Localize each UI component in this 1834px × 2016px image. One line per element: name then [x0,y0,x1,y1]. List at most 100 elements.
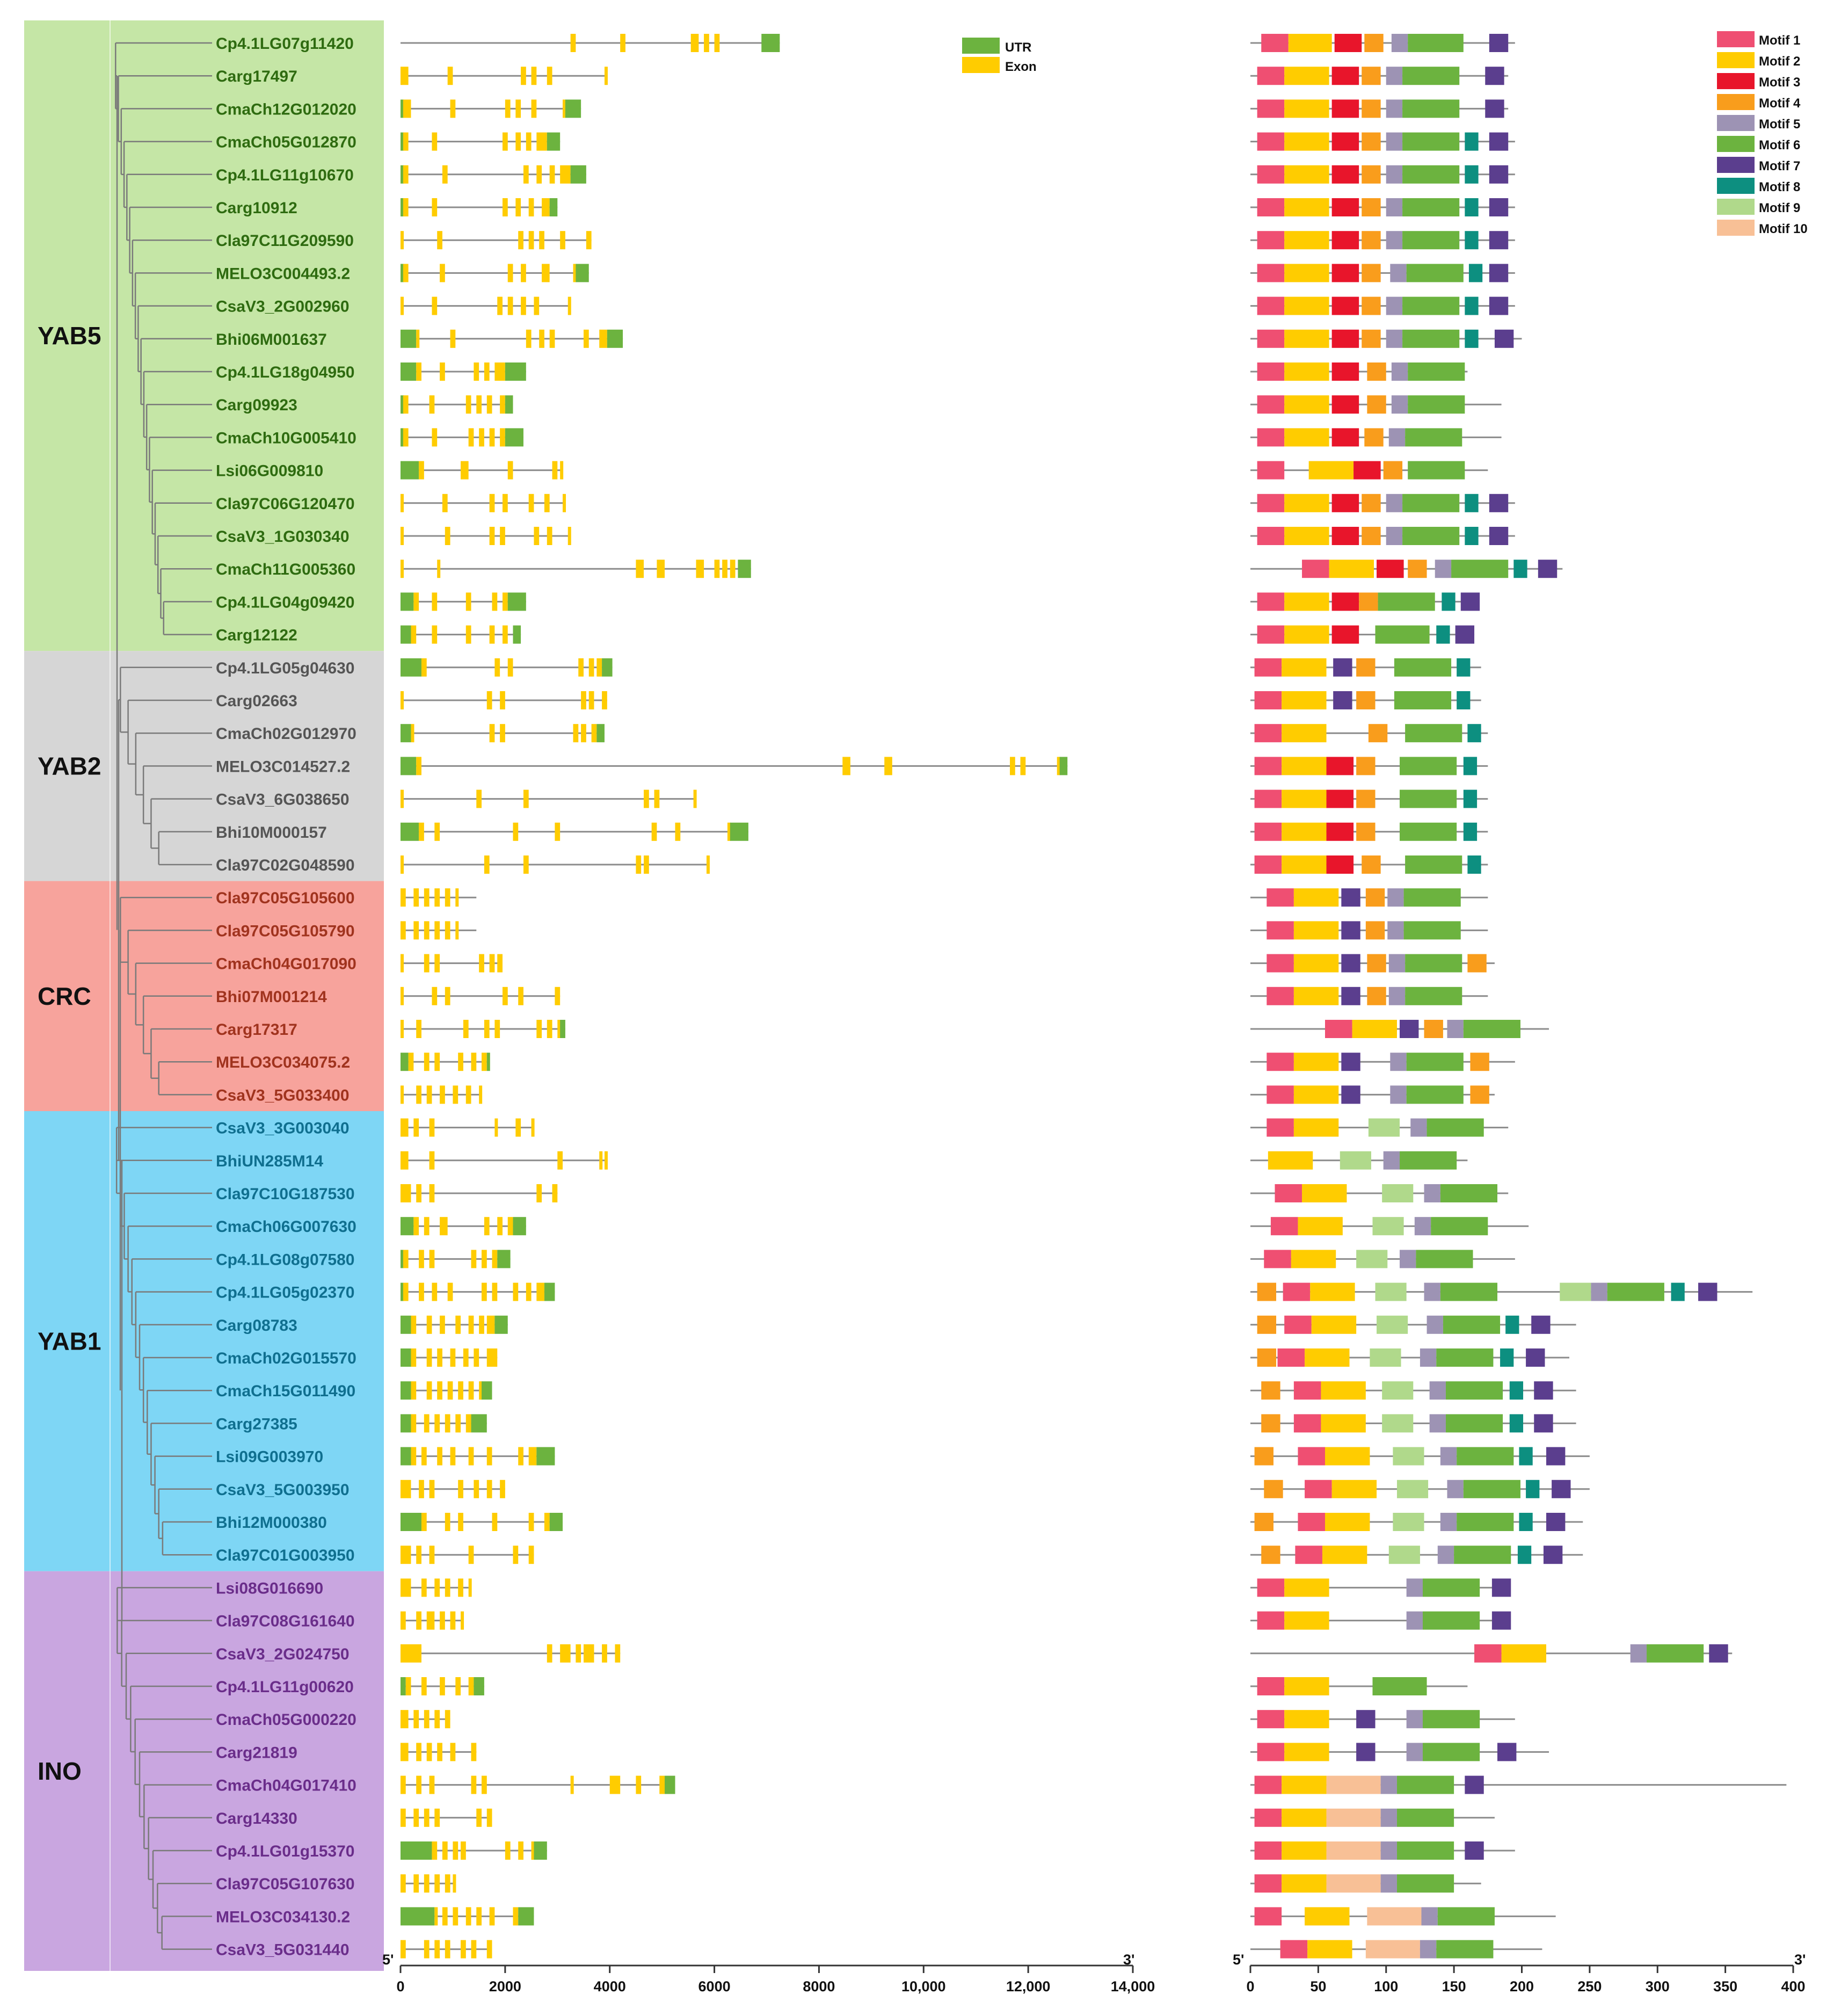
exon-block [453,1085,458,1104]
motif-2-block [1293,954,1339,973]
gene-axis-tick-label: 4000 [594,1978,626,1995]
motif-4-block [1356,757,1376,775]
motif-3-block [1331,67,1359,85]
exon-block [461,1940,466,1959]
motif-7-block [1460,592,1480,611]
exon-block [486,1940,492,1959]
utr-block [518,1907,534,1926]
motif-5-block [1380,1874,1397,1893]
exon-block [563,494,566,512]
exon-block [401,1578,411,1597]
motif-7-block [1546,1447,1566,1466]
motif-1-block [1257,99,1285,118]
exon-block [523,789,529,808]
motif-6-block [1405,724,1462,743]
exon-block [458,1513,463,1531]
motif-8-block [1517,1546,1532,1564]
motif-10-block [1326,1808,1381,1827]
motif-5-block [1420,1940,1437,1959]
motif-7-block [1465,1775,1484,1794]
protein-motifs [1250,34,1787,1959]
exon-block [450,1743,456,1761]
exon-block [450,99,456,118]
motif-7-block [1709,1644,1728,1663]
utr-legend-label: UTR [1005,40,1031,55]
exon-block [453,1907,458,1926]
gene-name: Cp4.1LG08g07580 [216,1251,354,1268]
exon-block [468,1546,474,1564]
motif-7-block [1356,1743,1376,1761]
gene-structure-legend: UTR Exon [962,38,1037,74]
motif-4-block [1383,461,1403,480]
motif-3-block [1331,99,1359,118]
exon-block [401,855,404,874]
motif-legend-swatch [1717,94,1755,110]
motif-5-block [1386,99,1403,118]
exon-block [455,1315,461,1334]
motif-6-block [1406,264,1464,282]
motif-3-block [1331,428,1359,447]
exon-block [500,724,505,743]
exon-block [544,494,550,512]
motif-1-block [1254,757,1282,775]
exon-block [1020,757,1026,775]
exon-block [426,1348,432,1367]
exon-block [401,1743,409,1761]
exon-block [432,592,438,611]
motif-4-block [1362,494,1381,512]
gene-name: CsaV3_2G002960 [216,298,350,316]
exon-block [468,1677,474,1695]
gene-name: BhiUN285M14 [216,1152,323,1170]
exon-block [651,822,657,841]
motif-8-block [1436,625,1450,644]
gene-name: Cp4.1LG01g15370 [216,1843,354,1860]
utr-block [602,658,613,677]
exon-block [534,296,540,315]
motif-9-block [1388,1546,1420,1564]
motif-4-block [1261,1414,1280,1433]
motif-2-block [1293,987,1339,1005]
exon-block [408,1053,414,1071]
exon-block [434,1578,440,1597]
exon-block [465,395,471,414]
exon-block [714,560,720,578]
gene-name: Cla97C05G105790 [216,922,355,940]
exon-block [552,461,558,480]
utr-block [505,395,513,414]
exon-block [584,1644,594,1663]
motif-7-block [1489,296,1509,315]
motif-3-block [1326,757,1354,775]
motif-9-block [1370,1348,1401,1367]
exon-block [604,67,608,85]
motif-legend-label: Motif 3 [1759,75,1800,90]
utr-block [471,1414,487,1433]
motif-2-block [1291,1250,1336,1268]
motif-5-block [1421,1907,1438,1926]
motif-legend-swatch [1717,157,1755,173]
exon-block [424,888,430,907]
motif-4-block [1362,132,1381,151]
motif-legend-label: Motif 1 [1759,33,1800,48]
motif-4-block [1356,691,1376,709]
motif-6-block [1396,1874,1454,1893]
motif-9-block [1382,1381,1414,1400]
motif-7-block [1494,329,1514,348]
motif-7-block [1698,1282,1717,1301]
utr-block [401,1250,404,1268]
gene-axis-tick-label: 14,000 [1111,1978,1155,1995]
utr-block [507,592,526,611]
utr-block [544,1282,555,1301]
exon-block [426,1743,432,1761]
motif-10-block [1326,1841,1381,1860]
gene-name: CmaCh10G005410 [216,429,356,447]
motif-8-block [1465,165,1479,184]
motif-1-block [1254,691,1282,709]
exon-block [401,1020,404,1038]
gene-name: Cla97C06G120470 [216,495,355,513]
exon-block [486,1348,498,1367]
exon-block [471,1743,477,1761]
gene-name: Cla97C11G209590 [216,232,354,250]
exon-block [437,560,441,578]
exon-block [401,67,409,85]
exon-block [434,1053,440,1071]
